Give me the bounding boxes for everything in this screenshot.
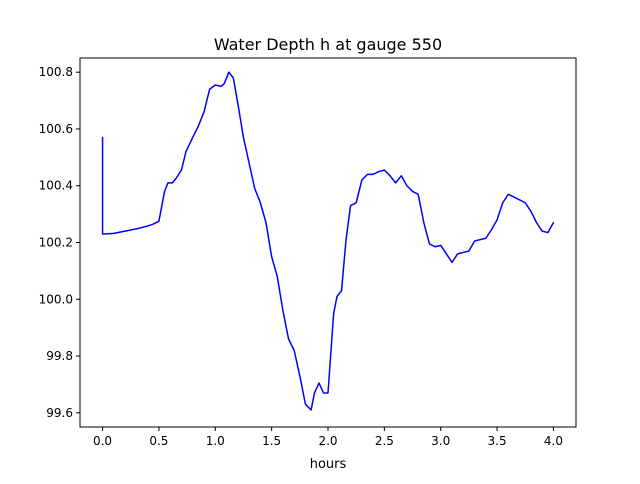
x-axis-label: hours xyxy=(310,457,347,472)
x-tick-label: 2.5 xyxy=(375,434,394,448)
chart-title: Water Depth h at gauge 550 xyxy=(214,35,442,54)
x-tick-label: 4.0 xyxy=(544,434,563,448)
x-tick-label: 0.0 xyxy=(93,434,112,448)
axes-frame xyxy=(79,57,577,428)
y-tick-label: 99.6 xyxy=(46,406,73,420)
y-tick-label: 100.8 xyxy=(39,65,73,79)
y-tick-label: 99.8 xyxy=(46,349,73,363)
x-tick-label: 3.5 xyxy=(488,434,507,448)
x-tick-label: 1.5 xyxy=(262,434,281,448)
y-tick-label: 100.6 xyxy=(39,122,73,136)
x-tick-label: 0.5 xyxy=(149,434,168,448)
y-tick-label: 100.2 xyxy=(39,236,73,250)
x-tick-label: 2.0 xyxy=(318,434,337,448)
series-line-0 xyxy=(101,71,555,411)
x-tick-label: 1.0 xyxy=(206,434,225,448)
x-tick-label: 3.0 xyxy=(431,434,450,448)
y-tick-label: 100.0 xyxy=(39,292,73,306)
y-tick-label: 100.4 xyxy=(39,179,73,193)
